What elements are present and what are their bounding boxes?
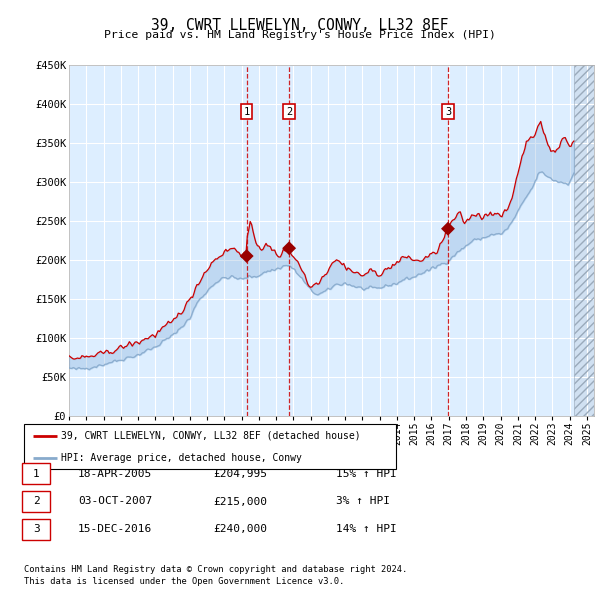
Text: £204,995: £204,995: [213, 469, 267, 478]
Text: 39, CWRT LLEWELYN, CONWY, LL32 8EF: 39, CWRT LLEWELYN, CONWY, LL32 8EF: [151, 18, 449, 32]
Text: £215,000: £215,000: [213, 497, 267, 506]
Text: This data is licensed under the Open Government Licence v3.0.: This data is licensed under the Open Gov…: [24, 577, 344, 586]
Text: £240,000: £240,000: [213, 525, 267, 534]
Bar: [574, 65, 594, 416]
Text: 03-OCT-2007: 03-OCT-2007: [78, 497, 152, 506]
Text: 15% ↑ HPI: 15% ↑ HPI: [336, 469, 397, 478]
Text: 3: 3: [445, 107, 451, 117]
Text: HPI: Average price, detached house, Conwy: HPI: Average price, detached house, Conw…: [61, 453, 302, 463]
Text: 3: 3: [33, 525, 40, 534]
Point: [443, 224, 453, 234]
Text: 15-DEC-2016: 15-DEC-2016: [78, 525, 152, 534]
Text: 1: 1: [33, 469, 40, 478]
Text: 18-APR-2005: 18-APR-2005: [78, 469, 152, 478]
Text: 14% ↑ HPI: 14% ↑ HPI: [336, 525, 397, 534]
Text: Contains HM Land Registry data © Crown copyright and database right 2024.: Contains HM Land Registry data © Crown c…: [24, 565, 407, 574]
Text: 1: 1: [244, 107, 250, 117]
Point: [284, 244, 294, 253]
Text: 3% ↑ HPI: 3% ↑ HPI: [336, 497, 390, 506]
Text: 2: 2: [286, 107, 292, 117]
Text: Price paid vs. HM Land Registry's House Price Index (HPI): Price paid vs. HM Land Registry's House …: [104, 30, 496, 40]
Text: 2: 2: [33, 497, 40, 506]
Text: 39, CWRT LLEWELYN, CONWY, LL32 8EF (detached house): 39, CWRT LLEWELYN, CONWY, LL32 8EF (deta…: [61, 431, 361, 441]
FancyBboxPatch shape: [24, 424, 396, 469]
Point: [242, 251, 251, 261]
